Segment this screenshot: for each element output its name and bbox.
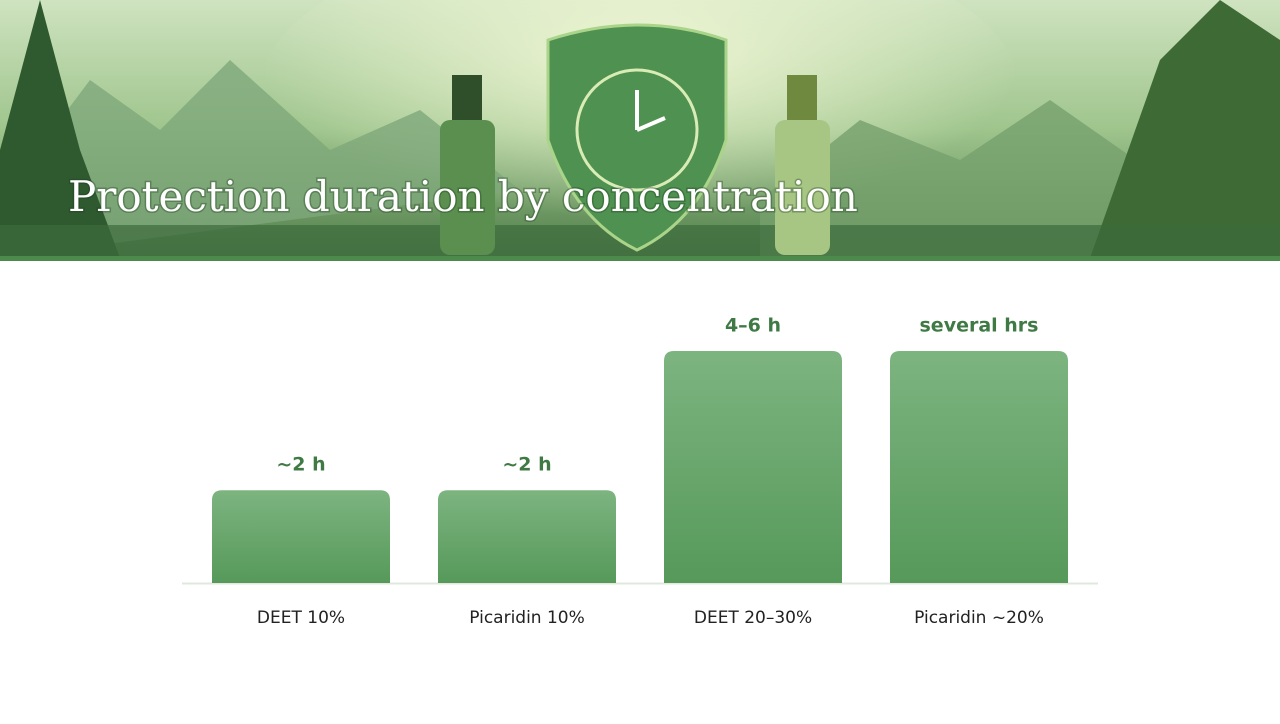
- x-tick-label: DEET 20–30%: [694, 608, 812, 628]
- bar: [212, 490, 390, 583]
- x-tick-label: Picaridin ~20%: [914, 608, 1044, 628]
- bar: [890, 351, 1068, 583]
- banner: [0, 0, 1280, 261]
- chart-title: Protection duration by concentration: [68, 172, 858, 221]
- value-label: ~2 h: [276, 454, 325, 476]
- value-label: 4–6 h: [725, 315, 781, 337]
- bar: [664, 351, 842, 583]
- x-tick-label: DEET 10%: [257, 608, 345, 628]
- value-label: ~2 h: [502, 454, 551, 476]
- bar: [438, 490, 616, 583]
- x-tick-label: Picaridin 10%: [469, 608, 585, 628]
- value-label: several hrs: [920, 315, 1039, 337]
